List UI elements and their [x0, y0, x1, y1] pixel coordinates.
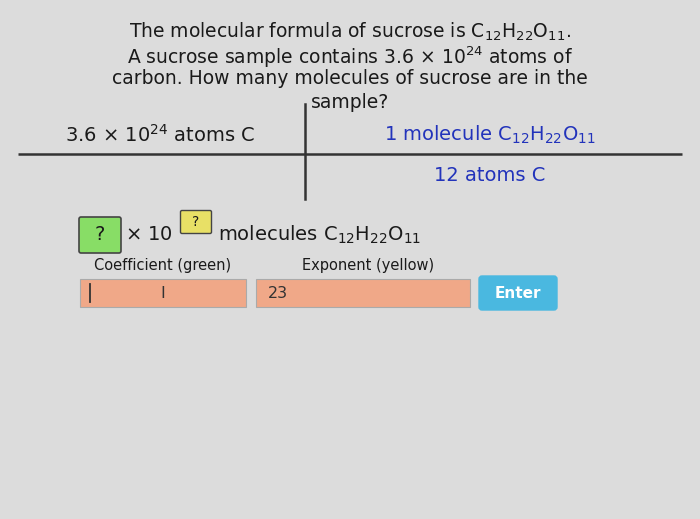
Text: ?: ?	[94, 225, 105, 244]
Text: 12 atoms C: 12 atoms C	[434, 166, 546, 185]
Text: carbon. How many molecules of sucrose are in the: carbon. How many molecules of sucrose ar…	[112, 69, 588, 88]
Text: I: I	[160, 285, 165, 301]
Text: A sucrose sample contains 3.6 $\times$ 10$^{24}$ atoms of: A sucrose sample contains 3.6 $\times$ 1…	[127, 45, 573, 71]
Text: The molecular formula of sucrose is $\mathregular{C_{12}H_{22}O_{11}}$.: The molecular formula of sucrose is $\ma…	[129, 21, 571, 43]
FancyBboxPatch shape	[181, 211, 211, 234]
FancyBboxPatch shape	[80, 279, 246, 307]
Text: Enter: Enter	[495, 285, 541, 301]
Text: Coefficient (green): Coefficient (green)	[94, 258, 232, 273]
Text: 23: 23	[268, 285, 288, 301]
FancyBboxPatch shape	[79, 217, 121, 253]
Text: ?: ?	[193, 215, 200, 229]
Text: sample?: sample?	[311, 93, 389, 112]
Text: 1 molecule $\mathregular{C_{12}H_{22}O_{11}}$: 1 molecule $\mathregular{C_{12}H_{22}O_{…	[384, 124, 596, 146]
Text: molecules $\mathregular{C_{12}H_{22}O_{11}}$: molecules $\mathregular{C_{12}H_{22}O_{1…	[218, 224, 421, 246]
FancyBboxPatch shape	[479, 276, 557, 310]
Text: Exponent (yellow): Exponent (yellow)	[302, 258, 434, 273]
FancyBboxPatch shape	[256, 279, 470, 307]
Text: 3.6 $\times$ 10$^{24}$ atoms C: 3.6 $\times$ 10$^{24}$ atoms C	[65, 124, 256, 146]
Text: $\times$ 10: $\times$ 10	[125, 225, 173, 244]
